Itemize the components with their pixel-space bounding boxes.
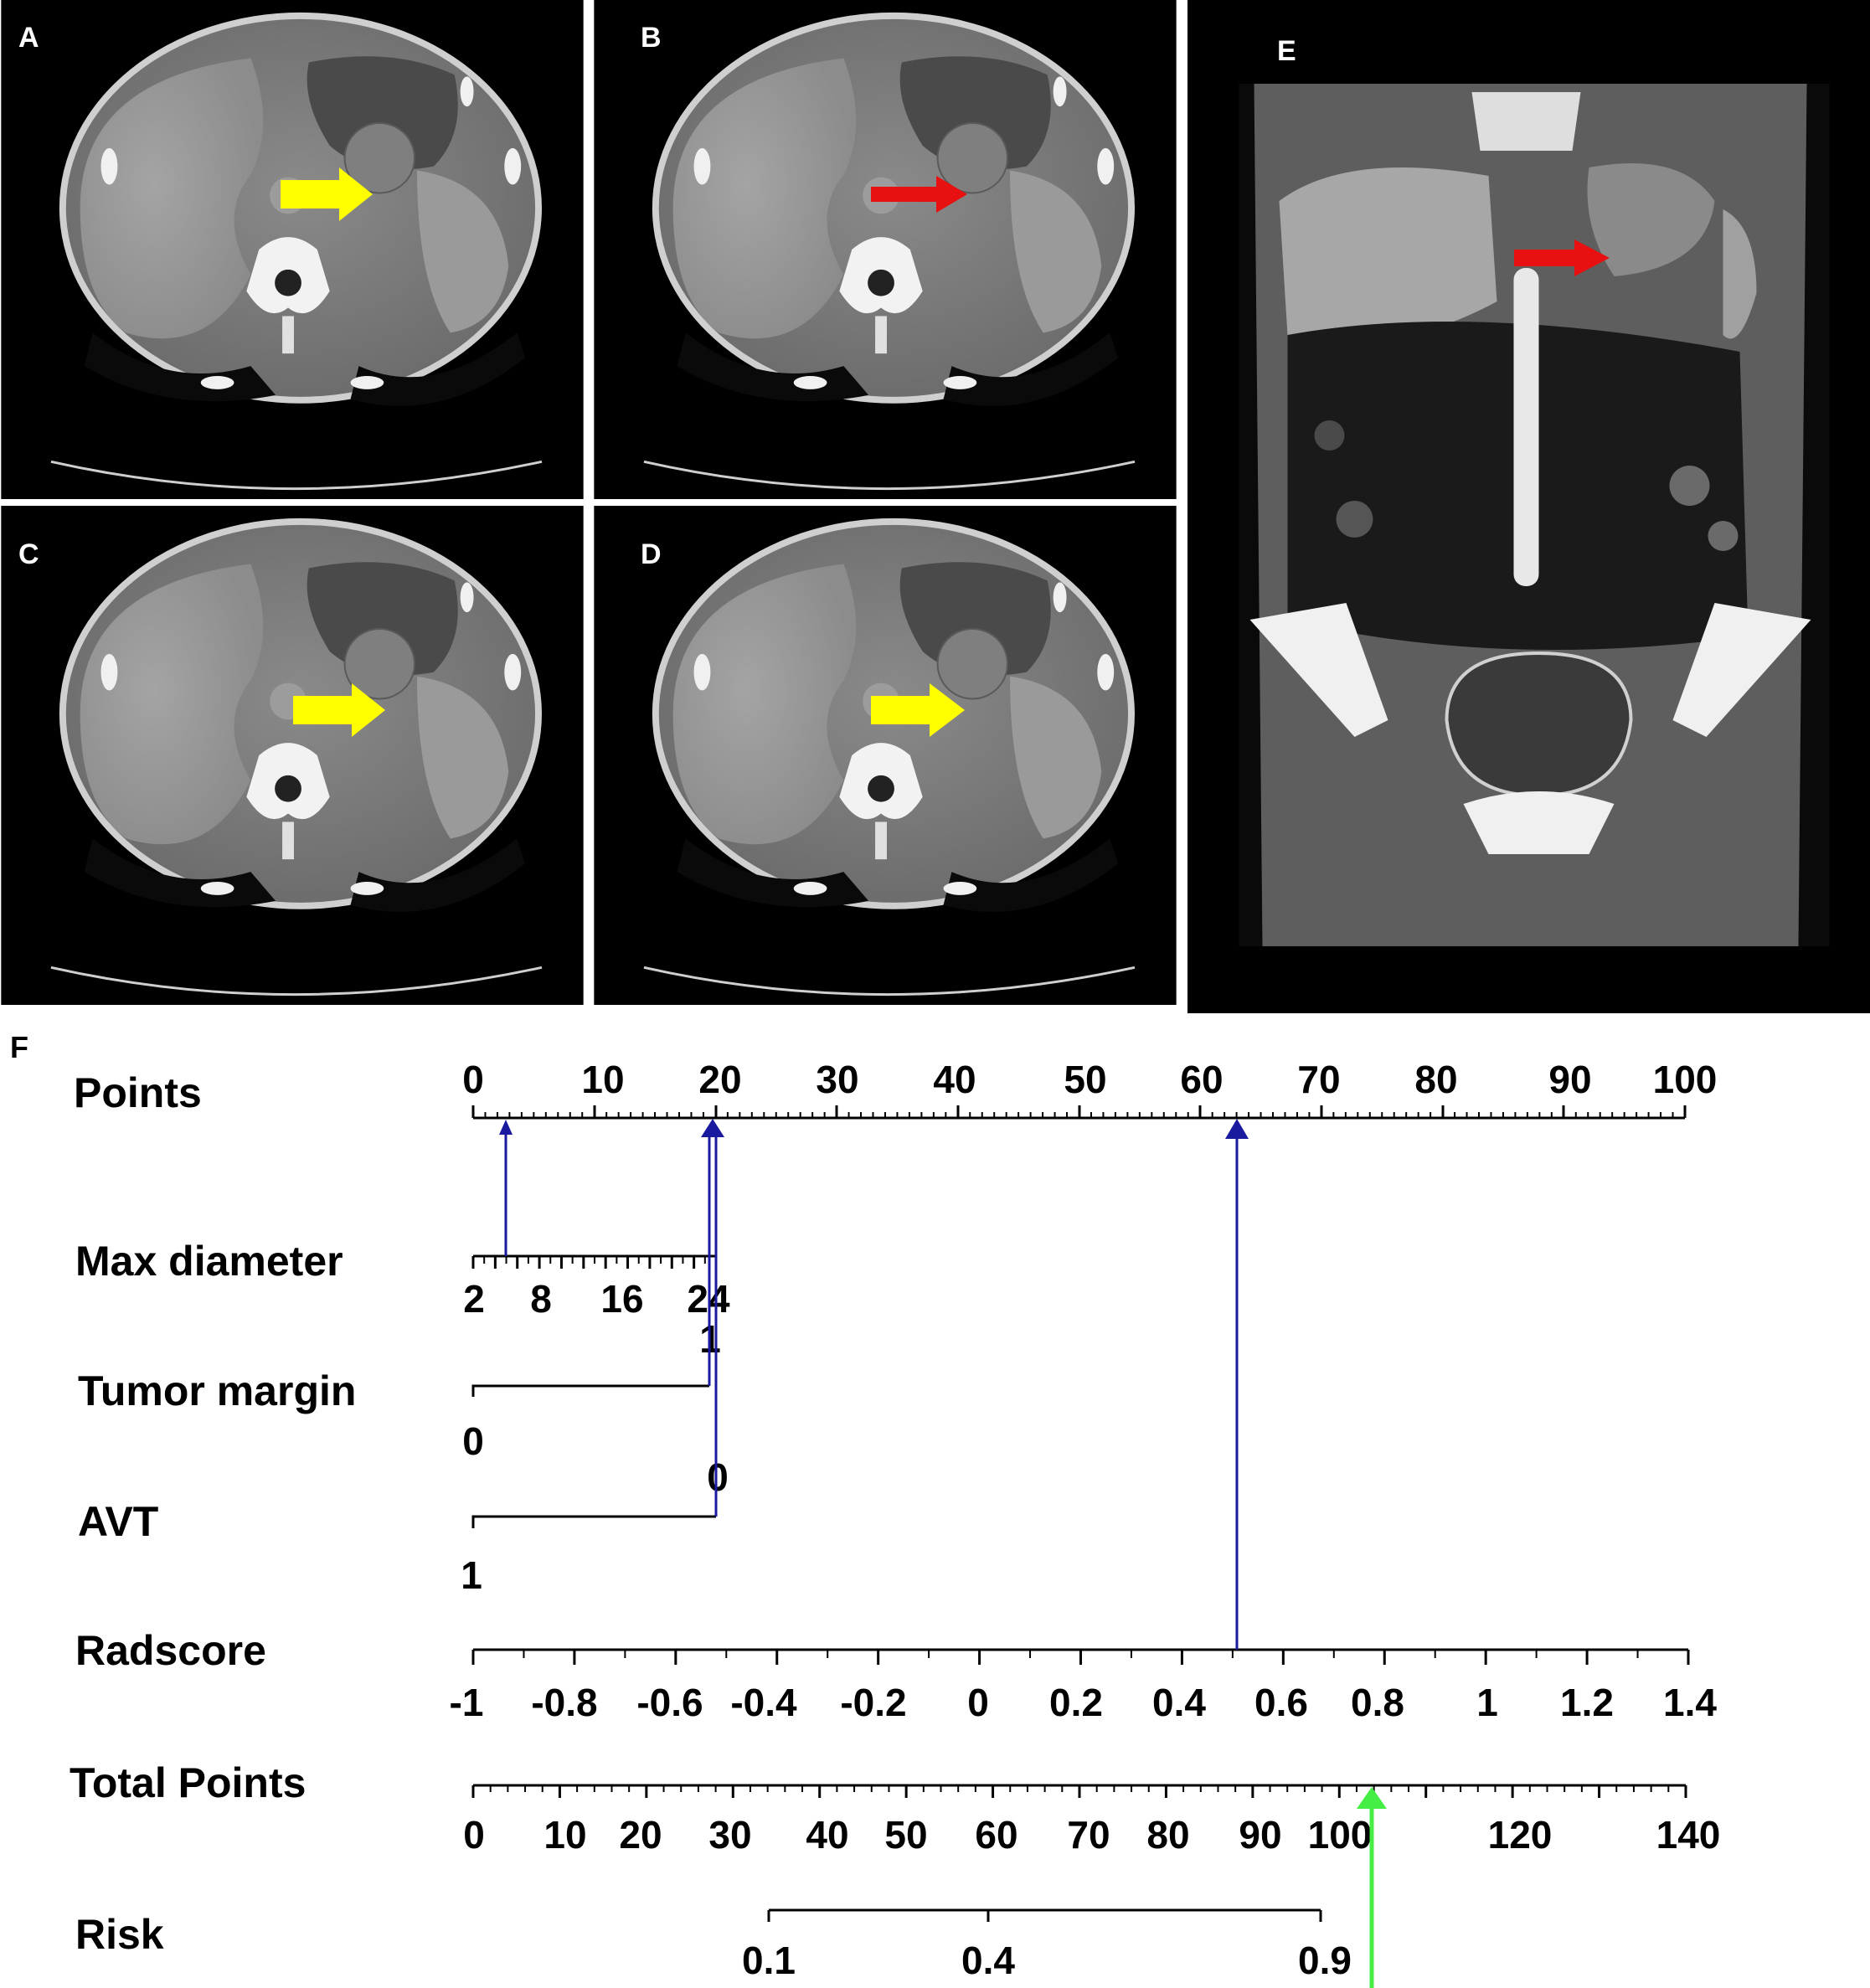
panel-label-b: B bbox=[641, 22, 662, 54]
avt-level-bottom: 1 bbox=[461, 1553, 482, 1597]
total-points-tick-label: 100 bbox=[1308, 1813, 1373, 1857]
panel-e bbox=[1187, 0, 1870, 1013]
panel-b bbox=[593, 0, 1177, 499]
points-tick-label: 70 bbox=[1297, 1058, 1340, 1101]
radscore-tick-label: 1.2 bbox=[1560, 1681, 1614, 1724]
radscore-tick-label: -1 bbox=[450, 1681, 484, 1724]
radscore-guide-arrowhead bbox=[1225, 1119, 1249, 1139]
radscore-tick-label: 0.8 bbox=[1351, 1681, 1404, 1724]
points-tick-label: 0 bbox=[462, 1058, 484, 1101]
points-minor-ticks bbox=[484, 1112, 1674, 1118]
points-tick-label: 100 bbox=[1653, 1058, 1718, 1101]
radscore-tick-label: 1 bbox=[1476, 1681, 1498, 1724]
row-label-avt: AVT bbox=[78, 1498, 158, 1545]
panel-label-a: A bbox=[18, 22, 39, 54]
panel-label-d: D bbox=[641, 538, 662, 570]
total-points-tick-label: 60 bbox=[975, 1813, 1017, 1857]
max-diameter-minor-ticks bbox=[471, 1256, 718, 1269]
arrow-panel-d bbox=[871, 683, 965, 737]
total-points-tick-label: 40 bbox=[806, 1813, 848, 1857]
avt-level-top: 0 bbox=[707, 1455, 729, 1499]
radscore-tick-label: 0.2 bbox=[1049, 1681, 1103, 1724]
row-label-radscore: Radscore bbox=[75, 1627, 266, 1674]
points-tick-label: 10 bbox=[581, 1058, 624, 1101]
total-points-tick-label: 10 bbox=[543, 1813, 586, 1857]
points-tick-label: 80 bbox=[1414, 1058, 1457, 1101]
risk-tick-label: 0.1 bbox=[742, 1939, 796, 1982]
panel-label-f: F bbox=[10, 1030, 28, 1064]
points-tick-label: 30 bbox=[816, 1058, 858, 1101]
radscore-tick-label: -0.2 bbox=[840, 1681, 906, 1724]
radscore-tick-label: 1.4 bbox=[1663, 1681, 1717, 1724]
total-points-guide-arrowhead bbox=[1357, 1787, 1387, 1809]
total-points-tick-label: 140 bbox=[1656, 1813, 1721, 1857]
tumor-margin-level-bottom: 0 bbox=[462, 1419, 484, 1463]
total-points-axis: 0 10 20 30 40 50 60 70 80 90 100 120 140 bbox=[463, 1784, 1721, 1857]
tumor-margin-axis: 1 0 bbox=[462, 1317, 721, 1463]
total-points-tick-label: 30 bbox=[708, 1813, 751, 1857]
total-points-minor-ticks bbox=[471, 1785, 1687, 1798]
points-tick-label: 40 bbox=[933, 1058, 976, 1101]
risk-axis: 0.1 0.4 0.9 bbox=[742, 1908, 1352, 1982]
total-points-tick-label: 70 bbox=[1067, 1813, 1110, 1857]
max-diameter-tick-label: 2 bbox=[463, 1277, 485, 1321]
row-label-tumor-margin: Tumor margin bbox=[78, 1367, 356, 1414]
row-label-total-points: Total Points bbox=[70, 1759, 306, 1806]
panel-label-c: C bbox=[18, 538, 39, 570]
panel-d bbox=[593, 506, 1177, 1005]
total-points-tick-label: 20 bbox=[619, 1813, 662, 1857]
total-points-tick-label: 80 bbox=[1146, 1813, 1189, 1857]
panel-label-e: E bbox=[1277, 35, 1296, 67]
points-20-arrowhead bbox=[701, 1119, 724, 1137]
max-diameter-tick-label: 16 bbox=[600, 1277, 643, 1321]
total-points-tick-label: 90 bbox=[1239, 1813, 1281, 1857]
points-tick-label: 60 bbox=[1180, 1058, 1223, 1101]
row-label-points: Points bbox=[74, 1069, 202, 1116]
radscore-ticks bbox=[471, 1650, 1690, 1665]
arrow-panel-b bbox=[871, 176, 967, 213]
row-label-max-diameter: Max diameter bbox=[75, 1238, 343, 1285]
arrow-panel-c bbox=[293, 683, 385, 737]
total-points-tick-label: 50 bbox=[884, 1813, 927, 1857]
example-guides bbox=[499, 1119, 1387, 1988]
radscore-tick-label: 0.4 bbox=[1152, 1681, 1206, 1724]
total-points-tick-label: 120 bbox=[1488, 1813, 1553, 1857]
points-axis: 0 10 20 30 40 50 60 70 80 90 100 bbox=[462, 1058, 1718, 1120]
risk-tick-label: 0.4 bbox=[961, 1939, 1015, 1982]
arrow-panel-a bbox=[281, 167, 373, 221]
radscore-tick-label: 0 bbox=[967, 1681, 989, 1724]
max-diameter-axis: 2 8 16 24 bbox=[463, 1254, 730, 1321]
avt-axis: 0 1 bbox=[461, 1455, 729, 1597]
radscore-tick-label: -0.6 bbox=[636, 1681, 703, 1724]
row-label-risk: Risk bbox=[75, 1911, 164, 1958]
points-tick-label: 50 bbox=[1064, 1058, 1106, 1101]
panel-c bbox=[0, 506, 585, 1005]
risk-tick-label: 0.9 bbox=[1298, 1939, 1352, 1982]
panel-a bbox=[0, 0, 585, 499]
arrow-panel-e bbox=[1514, 239, 1610, 276]
max-diameter-guide-arrowhead bbox=[499, 1120, 513, 1135]
radscore-tick-label: -0.8 bbox=[531, 1681, 597, 1724]
nomogram: F Points Max diameter Tumor margin AVT R… bbox=[10, 1030, 1720, 1988]
points-tick-label: 90 bbox=[1548, 1058, 1591, 1101]
radscore-tick-label: -0.4 bbox=[730, 1681, 797, 1724]
radscore-tick-label: 0.6 bbox=[1254, 1681, 1308, 1724]
points-tick-label: 20 bbox=[698, 1058, 741, 1101]
total-points-tick-label: 0 bbox=[463, 1813, 485, 1857]
radscore-axis: -1 -0.8 -0.6 -0.4 -0.2 0 0.2 0.4 0.6 0.8… bbox=[450, 1648, 1717, 1724]
max-diameter-tick-label: 8 bbox=[530, 1277, 552, 1321]
